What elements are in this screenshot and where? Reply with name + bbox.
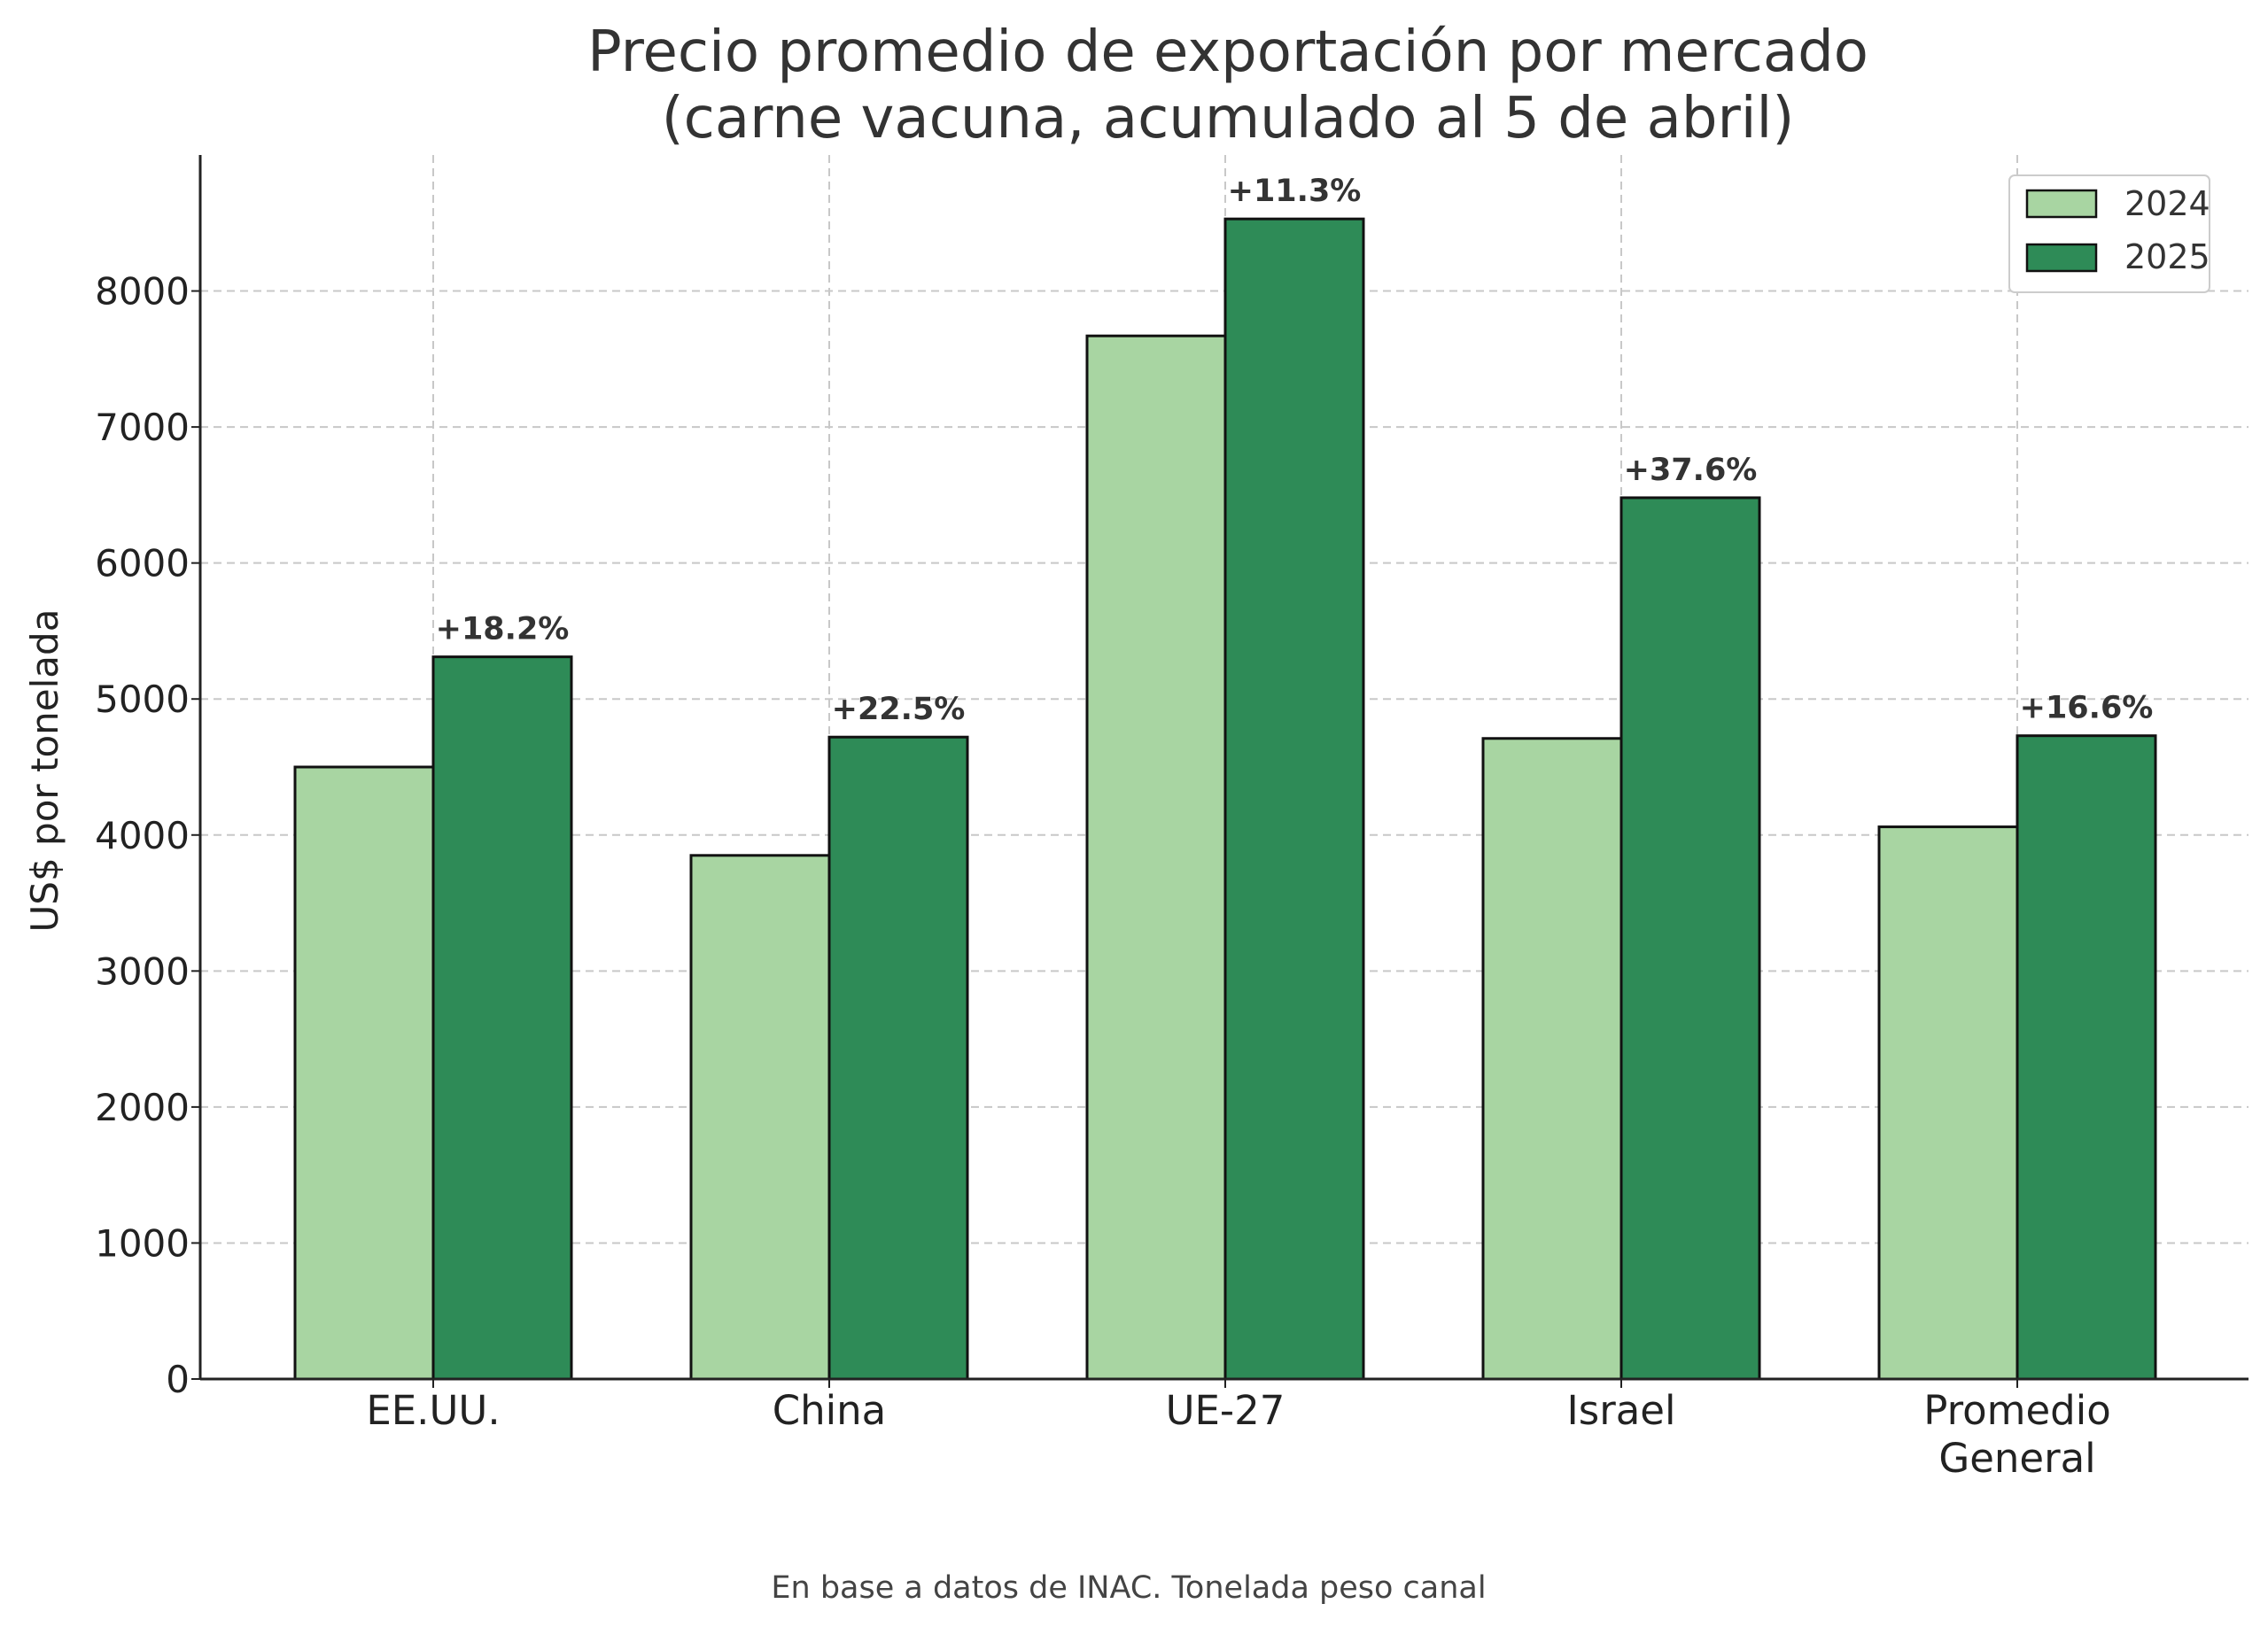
bars — [293, 217, 2157, 1381]
bar-2025-4 — [2016, 734, 2157, 1381]
y-tick-label: 0 — [166, 1358, 190, 1401]
bar-2024-0 — [293, 765, 435, 1381]
y-axis-label: US$ por tonelada — [23, 609, 66, 933]
bar-2024-2 — [1085, 334, 1227, 1381]
y-tick-label: 8000 — [95, 270, 190, 314]
x-tick-label: Israel — [1567, 1387, 1676, 1434]
y-tick-label: 1000 — [95, 1221, 190, 1265]
chart-title-line-2: (carne vacuna, acumulado al 5 de abril) — [662, 86, 1795, 151]
legend: 2024 2025 — [2008, 174, 2210, 293]
x-tick-label: UE-27 — [1166, 1387, 1285, 1434]
data-label-1: +22.5% — [832, 692, 966, 727]
y-tick-labels: 0 1000 2000 3000 4000 5000 6000 7000 8000 — [95, 270, 200, 1401]
bar-2024-3 — [1481, 737, 1623, 1381]
data-label-4: +16.6% — [2020, 691, 2154, 726]
y-tick-label: 3000 — [95, 949, 190, 993]
data-label-3: +37.6% — [1624, 453, 1758, 488]
legend-swatch-2025 — [2025, 243, 2098, 273]
y-tick-label: 4000 — [95, 814, 190, 857]
x-tick-label: Promedio — [1923, 1387, 2111, 1434]
source-note: En base a datos de INAC. Tonelada peso c… — [771, 1570, 1486, 1606]
legend-label-2024: 2024 — [2124, 184, 2210, 223]
chart-title-line-1: Precio promedio de exportación por merca… — [587, 19, 1868, 85]
x-tick-label: China — [773, 1387, 887, 1434]
y-tick-label: 7000 — [95, 406, 190, 449]
y-tick-label: 6000 — [95, 542, 190, 585]
bar-2024-1 — [689, 854, 831, 1381]
legend-swatch-2024 — [2025, 189, 2098, 219]
bar-2025-0 — [431, 655, 573, 1381]
data-label-0: +18.2% — [436, 612, 570, 647]
bar-2025-1 — [827, 735, 969, 1381]
x-tick-label: General — [1938, 1435, 2095, 1482]
y-tick-label: 5000 — [95, 678, 190, 721]
bar-2025-3 — [1619, 496, 1761, 1381]
y-tick-label: 2000 — [95, 1086, 190, 1129]
data-labels: +18.2% +22.5% +11.3% +37.6% +16.6% — [436, 174, 2154, 727]
bar-2025-2 — [1223, 217, 1365, 1381]
bar-2024-4 — [1877, 825, 2019, 1381]
data-label-2: +11.3% — [1228, 174, 1362, 209]
legend-label-2025: 2025 — [2124, 237, 2210, 276]
x-tick-label: EE.UU. — [366, 1387, 500, 1434]
